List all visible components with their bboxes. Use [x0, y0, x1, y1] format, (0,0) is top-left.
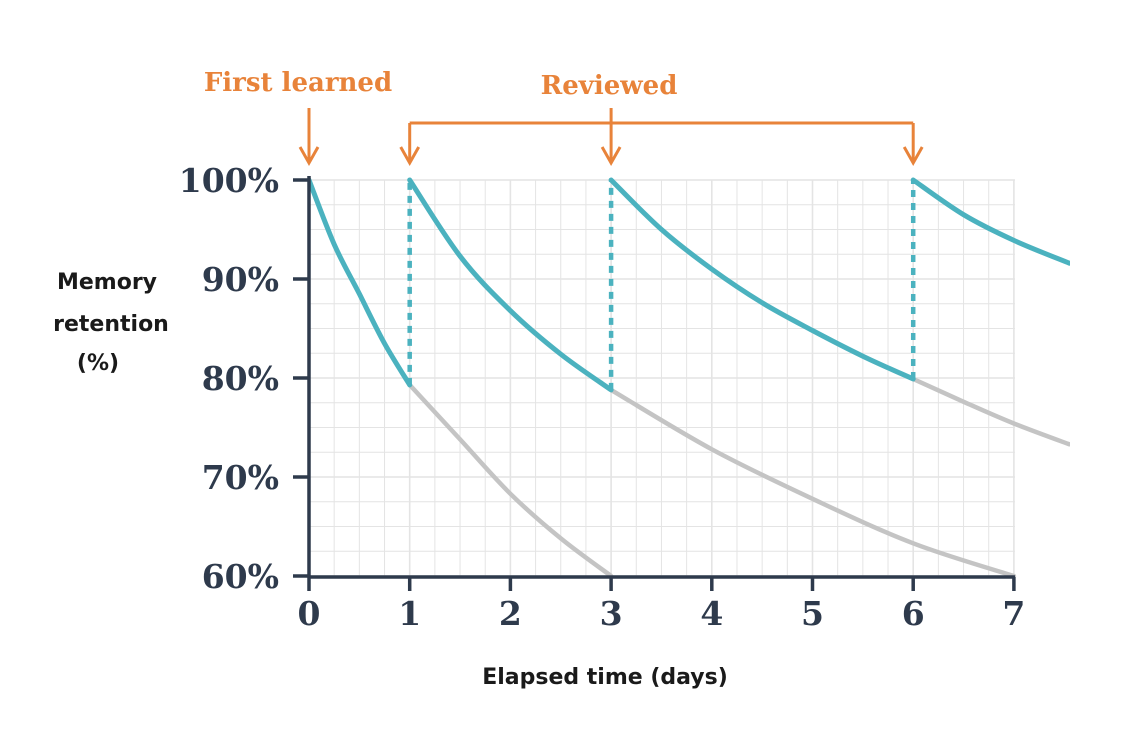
reviewed-arrowhead: [902, 146, 924, 167]
y-axis-title-line-3: (%): [77, 351, 119, 376]
retention-curve: [608, 177, 916, 382]
x-tick-label: 4: [700, 594, 723, 633]
reviewed-arrowhead: [399, 146, 421, 167]
x-tick-label: 0: [298, 594, 321, 633]
first-learned-arrowhead: [298, 146, 320, 167]
y-tick-label: 90%: [202, 260, 279, 299]
y-tick-label: 80%: [202, 359, 279, 398]
reviewed-label: Reviewed: [541, 71, 678, 101]
y-axis-title-line-1: Memory: [57, 270, 157, 295]
forgetting-curve: [407, 382, 614, 577]
x-tick-label: 1: [398, 594, 421, 633]
x-axis-title: Elapsed time (days): [482, 665, 728, 690]
y-tick-label: 70%: [202, 458, 279, 497]
retention-curve: [910, 177, 1070, 266]
axes: 60% 70% 80% 90% 100% 0 1 2 3 4 5 6 7: [179, 161, 1026, 633]
x-tick-label: 3: [600, 594, 623, 633]
x-tick-label: 2: [499, 594, 522, 633]
y-axis-title-line-2: retention: [53, 312, 169, 337]
reviewed-arrowhead: [600, 146, 622, 167]
curves: [309, 177, 1070, 577]
x-tick-label: 5: [801, 594, 824, 633]
forgetting-curve: [910, 376, 1070, 447]
first-learned-label: First learned: [204, 68, 392, 98]
y-tick-label: 60%: [202, 557, 279, 596]
annotations: First learned Reviewed: [204, 68, 924, 167]
forgetting-curve: [608, 387, 1017, 577]
retention-curve: [309, 177, 413, 388]
y-axis-title: Memory retention (%): [53, 270, 169, 376]
retention-curve: [407, 177, 614, 393]
x-tick-label: 6: [902, 594, 925, 633]
y-tick-label: 100%: [179, 161, 279, 200]
x-tick-label: 7: [1002, 594, 1025, 633]
